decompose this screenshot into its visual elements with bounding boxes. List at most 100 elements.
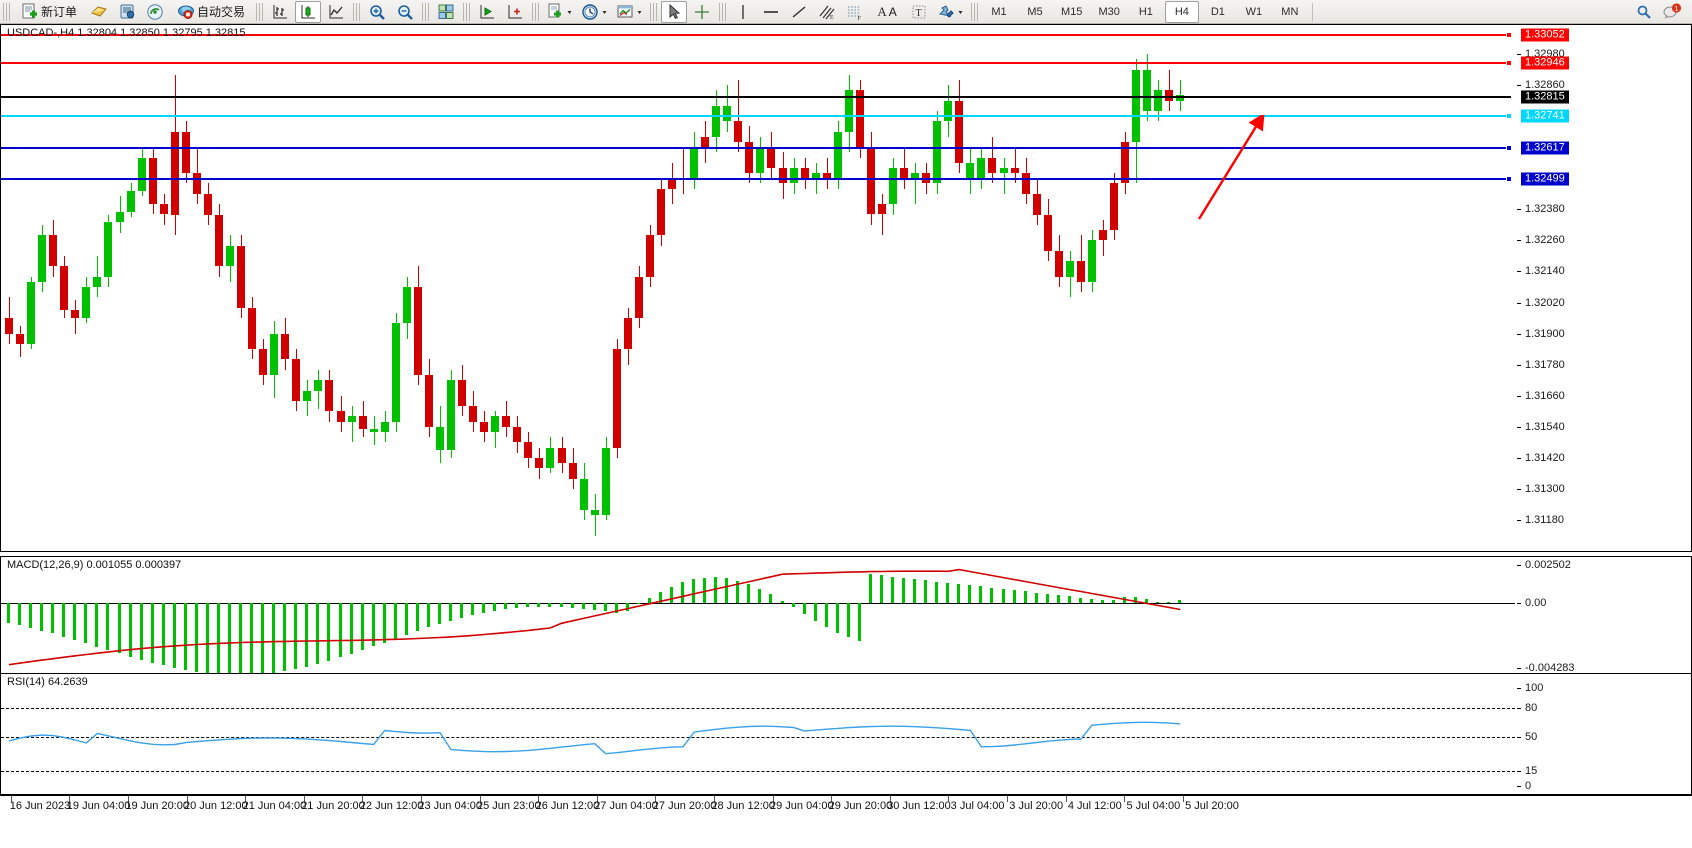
price-level-line[interactable] — [1, 144, 1512, 151]
price-tickmark — [1517, 209, 1521, 211]
candlestick-chart-button[interactable] — [295, 0, 322, 23]
vertical-line-button[interactable] — [730, 1, 756, 23]
rsi-axis: 100 80 50 15 0 — [1517, 674, 1692, 794]
candle-body — [513, 426, 522, 443]
candle-body — [767, 147, 776, 168]
price-tag[interactable]: 1.32946 — [1521, 56, 1569, 70]
timeframe-m30-button[interactable]: M30 — [1091, 1, 1126, 23]
timeframe-label: MN — [1281, 5, 1299, 18]
auto-scroll-button[interactable] — [474, 1, 500, 23]
toolbar-grip[interactable] — [463, 2, 471, 21]
fibonacci-button[interactable]: F — [842, 1, 868, 23]
toolbar-grip[interactable] — [422, 2, 430, 21]
candle-body — [524, 442, 533, 458]
candle-body — [1143, 69, 1152, 111]
price-pane[interactable]: 1.32980 1.32860 1.32380 1.32260 1.32140 1.320… — [0, 24, 1692, 552]
zoom-out-button[interactable] — [392, 1, 418, 23]
price-level-line[interactable] — [1, 112, 1512, 119]
metaeditor-button[interactable] — [114, 1, 140, 23]
chart-workspace: 1.32980 1.32860 1.32380 1.32260 1.32140 1.320… — [0, 24, 1692, 848]
price-tag[interactable]: 1.32499 — [1521, 172, 1569, 186]
periods-button[interactable] — [578, 1, 611, 23]
trendline-button[interactable] — [786, 1, 812, 23]
price-level-line[interactable] — [1, 32, 1512, 39]
autotrading-button[interactable]: 自动交易 — [170, 1, 252, 23]
level-handle[interactable] — [1506, 59, 1512, 66]
new-order-button[interactable]: 新订单 — [14, 1, 84, 23]
time-tick-mark — [1182, 796, 1184, 802]
level-handle[interactable] — [1506, 144, 1512, 151]
price-level-line[interactable] — [1, 95, 1511, 98]
macd-histogram-bar — [327, 603, 331, 661]
toolbar-grip[interactable] — [532, 2, 540, 21]
macd-histogram-bar — [769, 594, 773, 604]
terminal-button[interactable] — [86, 1, 112, 23]
candle-body — [966, 162, 975, 179]
time-tick-mark — [713, 796, 715, 802]
price-tag[interactable]: 1.32741 — [1521, 109, 1569, 123]
chevron-down-icon[interactable] — [957, 3, 964, 21]
candle-body — [866, 147, 875, 215]
equidistant-channel-button[interactable]: E — [814, 1, 840, 23]
timeframe-h1-button[interactable]: H1 — [1129, 1, 1163, 23]
timeframe-mn-button[interactable]: MN — [1273, 1, 1307, 23]
price-level-line[interactable] — [1, 175, 1512, 182]
chevron-down-icon[interactable] — [636, 3, 643, 21]
time-tick-label: 28 Jun 12:00 — [711, 800, 775, 812]
rsi-pane[interactable]: RSI(14) 64.2639 100 80 50 15 0 — [0, 673, 1692, 795]
chart-shift-button[interactable] — [502, 1, 528, 23]
toolbar-grip[interactable] — [719, 2, 727, 21]
cursor-tool-button[interactable] — [661, 0, 688, 23]
text-button-label: A — [888, 4, 897, 19]
toolbar-grip[interactable] — [650, 2, 658, 21]
price-tickmark — [1517, 520, 1521, 521]
toolbar-grip[interactable] — [256, 2, 264, 21]
chevron-down-icon[interactable] — [566, 3, 573, 21]
indicators-button[interactable] — [543, 1, 576, 23]
candle-body — [60, 266, 69, 311]
macd-histogram-bar — [1012, 590, 1016, 604]
timeframe-m15-button[interactable]: M15 — [1054, 1, 1089, 23]
timeframe-d1-button[interactable]: D1 — [1201, 1, 1235, 23]
crosshair-tool-button[interactable] — [689, 1, 715, 23]
level-handle[interactable] — [1506, 175, 1512, 182]
toolbar-grip[interactable] — [971, 2, 979, 21]
price-tag[interactable]: 1.32617 — [1521, 141, 1569, 155]
horizontal-line-button[interactable] — [758, 1, 784, 23]
toolbar-grip[interactable] — [3, 2, 10, 21]
price-tickmark — [1517, 85, 1521, 87]
macd-histogram-bar — [846, 603, 850, 638]
time-tick-mark — [127, 796, 129, 802]
text-label-button[interactable]: T — [906, 1, 932, 23]
macd-pane[interactable]: MACD(12,26,9) 0.001055 0.000397 0.002502… — [0, 556, 1692, 674]
templates-button[interactable] — [613, 1, 646, 23]
price-tag[interactable]: 1.32815 — [1521, 90, 1569, 104]
macd-histogram-bar — [979, 586, 983, 604]
timeframe-h4-button[interactable]: H4 — [1164, 0, 1199, 23]
price-tag[interactable]: 1.33052 — [1521, 28, 1569, 42]
arrow-annotation[interactable] — [1191, 115, 1271, 225]
chevron-down-icon[interactable] — [601, 3, 608, 21]
macd-histogram-bar — [482, 603, 486, 613]
signals-button[interactable] — [142, 1, 168, 23]
svg-text:E: E — [830, 15, 834, 21]
timeframe-m1-button[interactable]: M1 — [982, 1, 1016, 23]
timeframe-m5-button[interactable]: M5 — [1018, 1, 1052, 23]
line-chart-button[interactable] — [323, 1, 349, 23]
price-level-line[interactable] — [1, 59, 1512, 66]
candle-body — [579, 478, 588, 510]
level-handle[interactable] — [1506, 32, 1512, 39]
zoom-in-button[interactable] — [364, 1, 390, 23]
macd-histogram-bar — [835, 603, 839, 633]
level-handle[interactable] — [1506, 112, 1512, 119]
timeframe-w1-button[interactable]: W1 — [1237, 1, 1271, 23]
notifications-button[interactable]: 1 — [1659, 1, 1685, 23]
toolbar-grip[interactable] — [353, 2, 361, 21]
bar-chart-button[interactable] — [267, 1, 293, 23]
objects-button[interactable] — [934, 1, 967, 23]
candle-body — [645, 235, 654, 277]
tile-windows-button[interactable] — [433, 1, 459, 23]
zoom-in-icon — [368, 3, 386, 21]
search-button[interactable] — [1631, 1, 1657, 23]
